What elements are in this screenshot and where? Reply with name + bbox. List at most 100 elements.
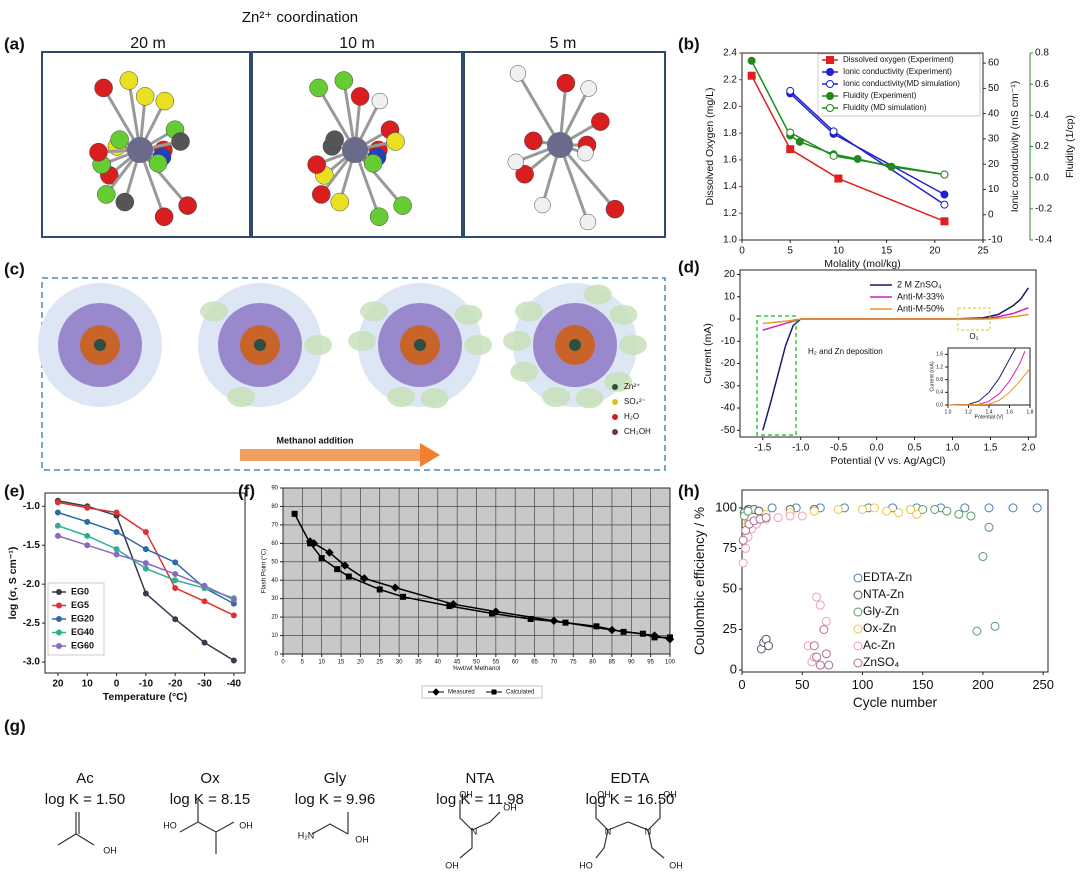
atom-label: N bbox=[471, 826, 478, 836]
bond bbox=[558, 144, 617, 211]
atom bbox=[350, 87, 370, 106]
atom bbox=[178, 196, 197, 215]
marker bbox=[747, 71, 756, 80]
atom bbox=[556, 73, 576, 93]
log-k: log K = 9.96 bbox=[295, 791, 375, 808]
legend-box bbox=[421, 685, 543, 699]
atom-label: H₂N bbox=[298, 830, 315, 840]
methanol bbox=[575, 388, 604, 409]
marker bbox=[824, 660, 834, 670]
marker bbox=[942, 506, 952, 516]
legend-marker bbox=[853, 641, 863, 651]
marker bbox=[821, 649, 831, 659]
atom bbox=[171, 132, 190, 151]
axis-title: Dissolved Oxygen (mg/L) bbox=[704, 88, 716, 206]
x-tick-label: 1.2 bbox=[965, 409, 972, 415]
marker bbox=[829, 151, 838, 160]
marker bbox=[738, 535, 748, 545]
marker bbox=[291, 510, 298, 517]
x-tick-label: 30 bbox=[396, 659, 403, 665]
marker bbox=[325, 548, 334, 557]
legend-marker bbox=[853, 624, 863, 634]
arrow-head bbox=[420, 443, 440, 467]
marker bbox=[620, 628, 627, 635]
legend-label: Ox-Zn bbox=[863, 621, 896, 635]
atom bbox=[509, 65, 527, 82]
legend-marker bbox=[826, 80, 834, 88]
column-label: 10 m bbox=[339, 35, 375, 52]
atom-label: OH bbox=[663, 789, 677, 799]
y3-tick-label: 0.4 bbox=[1035, 110, 1049, 121]
legend-label: NTA-Zn bbox=[863, 587, 904, 601]
bond bbox=[558, 144, 590, 223]
methanol bbox=[387, 387, 416, 408]
frame bbox=[41, 51, 251, 238]
legend-marker bbox=[853, 658, 863, 668]
legend-marker bbox=[56, 643, 62, 649]
marker bbox=[54, 532, 61, 539]
frame bbox=[463, 51, 666, 238]
y-tick-label: -2.5 bbox=[23, 618, 41, 629]
atom bbox=[605, 199, 625, 219]
y2-tick-label: 40 bbox=[988, 108, 1000, 119]
marker bbox=[912, 509, 922, 519]
x-tick-label: 95 bbox=[647, 659, 654, 665]
atom-label: N bbox=[645, 826, 652, 836]
ligand-name: Gly bbox=[324, 770, 347, 787]
x-tick-label: 1.8 bbox=[1027, 409, 1034, 415]
log-k: log K = 8.15 bbox=[170, 791, 250, 808]
y-tick-label: 0.4 bbox=[936, 390, 943, 396]
x-tick-label: 40 bbox=[434, 659, 441, 665]
x-tick-label: -1.0 bbox=[792, 443, 810, 454]
atom bbox=[148, 154, 168, 173]
y-tick-label: -3.0 bbox=[23, 657, 41, 668]
atom-label: OH bbox=[597, 789, 611, 799]
x-tick-label: -1.5 bbox=[754, 443, 772, 454]
y2-tick-label: 0 bbox=[988, 209, 994, 220]
marker bbox=[990, 621, 1000, 631]
axis-title: Flash Point (°C) bbox=[259, 549, 267, 594]
y-tick-label: 70 bbox=[271, 522, 278, 528]
legend-label: EG40 bbox=[71, 627, 94, 637]
y-tick-label: 0 bbox=[275, 652, 279, 658]
atom bbox=[309, 78, 328, 98]
marker bbox=[172, 559, 179, 566]
plot-area bbox=[44, 492, 246, 674]
y-tick-label: 75 bbox=[723, 540, 737, 555]
marker bbox=[815, 600, 825, 610]
legend-marker bbox=[853, 590, 863, 600]
atom bbox=[115, 192, 135, 212]
x-tick-label: 1.5 bbox=[984, 443, 998, 454]
legend-label: Ionic conductivity(MD simulation) bbox=[843, 79, 960, 88]
methanol bbox=[464, 335, 492, 355]
marker bbox=[54, 522, 61, 529]
marker bbox=[84, 504, 91, 511]
y-tick-label: -2.0 bbox=[23, 579, 41, 590]
marker bbox=[360, 574, 369, 583]
marker bbox=[230, 612, 237, 619]
legend-marker bbox=[56, 616, 62, 622]
marker bbox=[809, 641, 819, 651]
y2-tick-label: 60 bbox=[988, 58, 1000, 69]
y-tick-label: 1.4 bbox=[723, 181, 737, 192]
legend-label: Ac-Zn bbox=[863, 638, 895, 652]
methanol bbox=[583, 284, 612, 305]
y-tick-label: 2.4 bbox=[723, 48, 737, 59]
marker bbox=[318, 555, 325, 562]
x-tick-label: 1.6 bbox=[1006, 409, 1013, 415]
marker bbox=[812, 592, 822, 602]
legend-label: H₂O bbox=[624, 412, 639, 421]
plot-area bbox=[741, 489, 1049, 673]
x-tick-label: 1.0 bbox=[946, 443, 960, 454]
y-tick-label: -1.5 bbox=[23, 540, 41, 551]
axis-title: %wt/wt Methanol bbox=[453, 665, 501, 672]
legend-label: Calculated bbox=[506, 690, 534, 696]
x-tick-label: 20 bbox=[929, 246, 941, 257]
marker bbox=[738, 558, 748, 568]
y-tick-label: 1.6 bbox=[723, 154, 737, 165]
axis-title: Ionic conductivity (mS cm⁻¹) bbox=[1009, 81, 1021, 213]
marker bbox=[172, 585, 179, 592]
y-tick-label: 80 bbox=[271, 504, 278, 510]
x-tick-label: -20 bbox=[168, 679, 183, 690]
x-tick-label: 0 bbox=[738, 677, 745, 692]
